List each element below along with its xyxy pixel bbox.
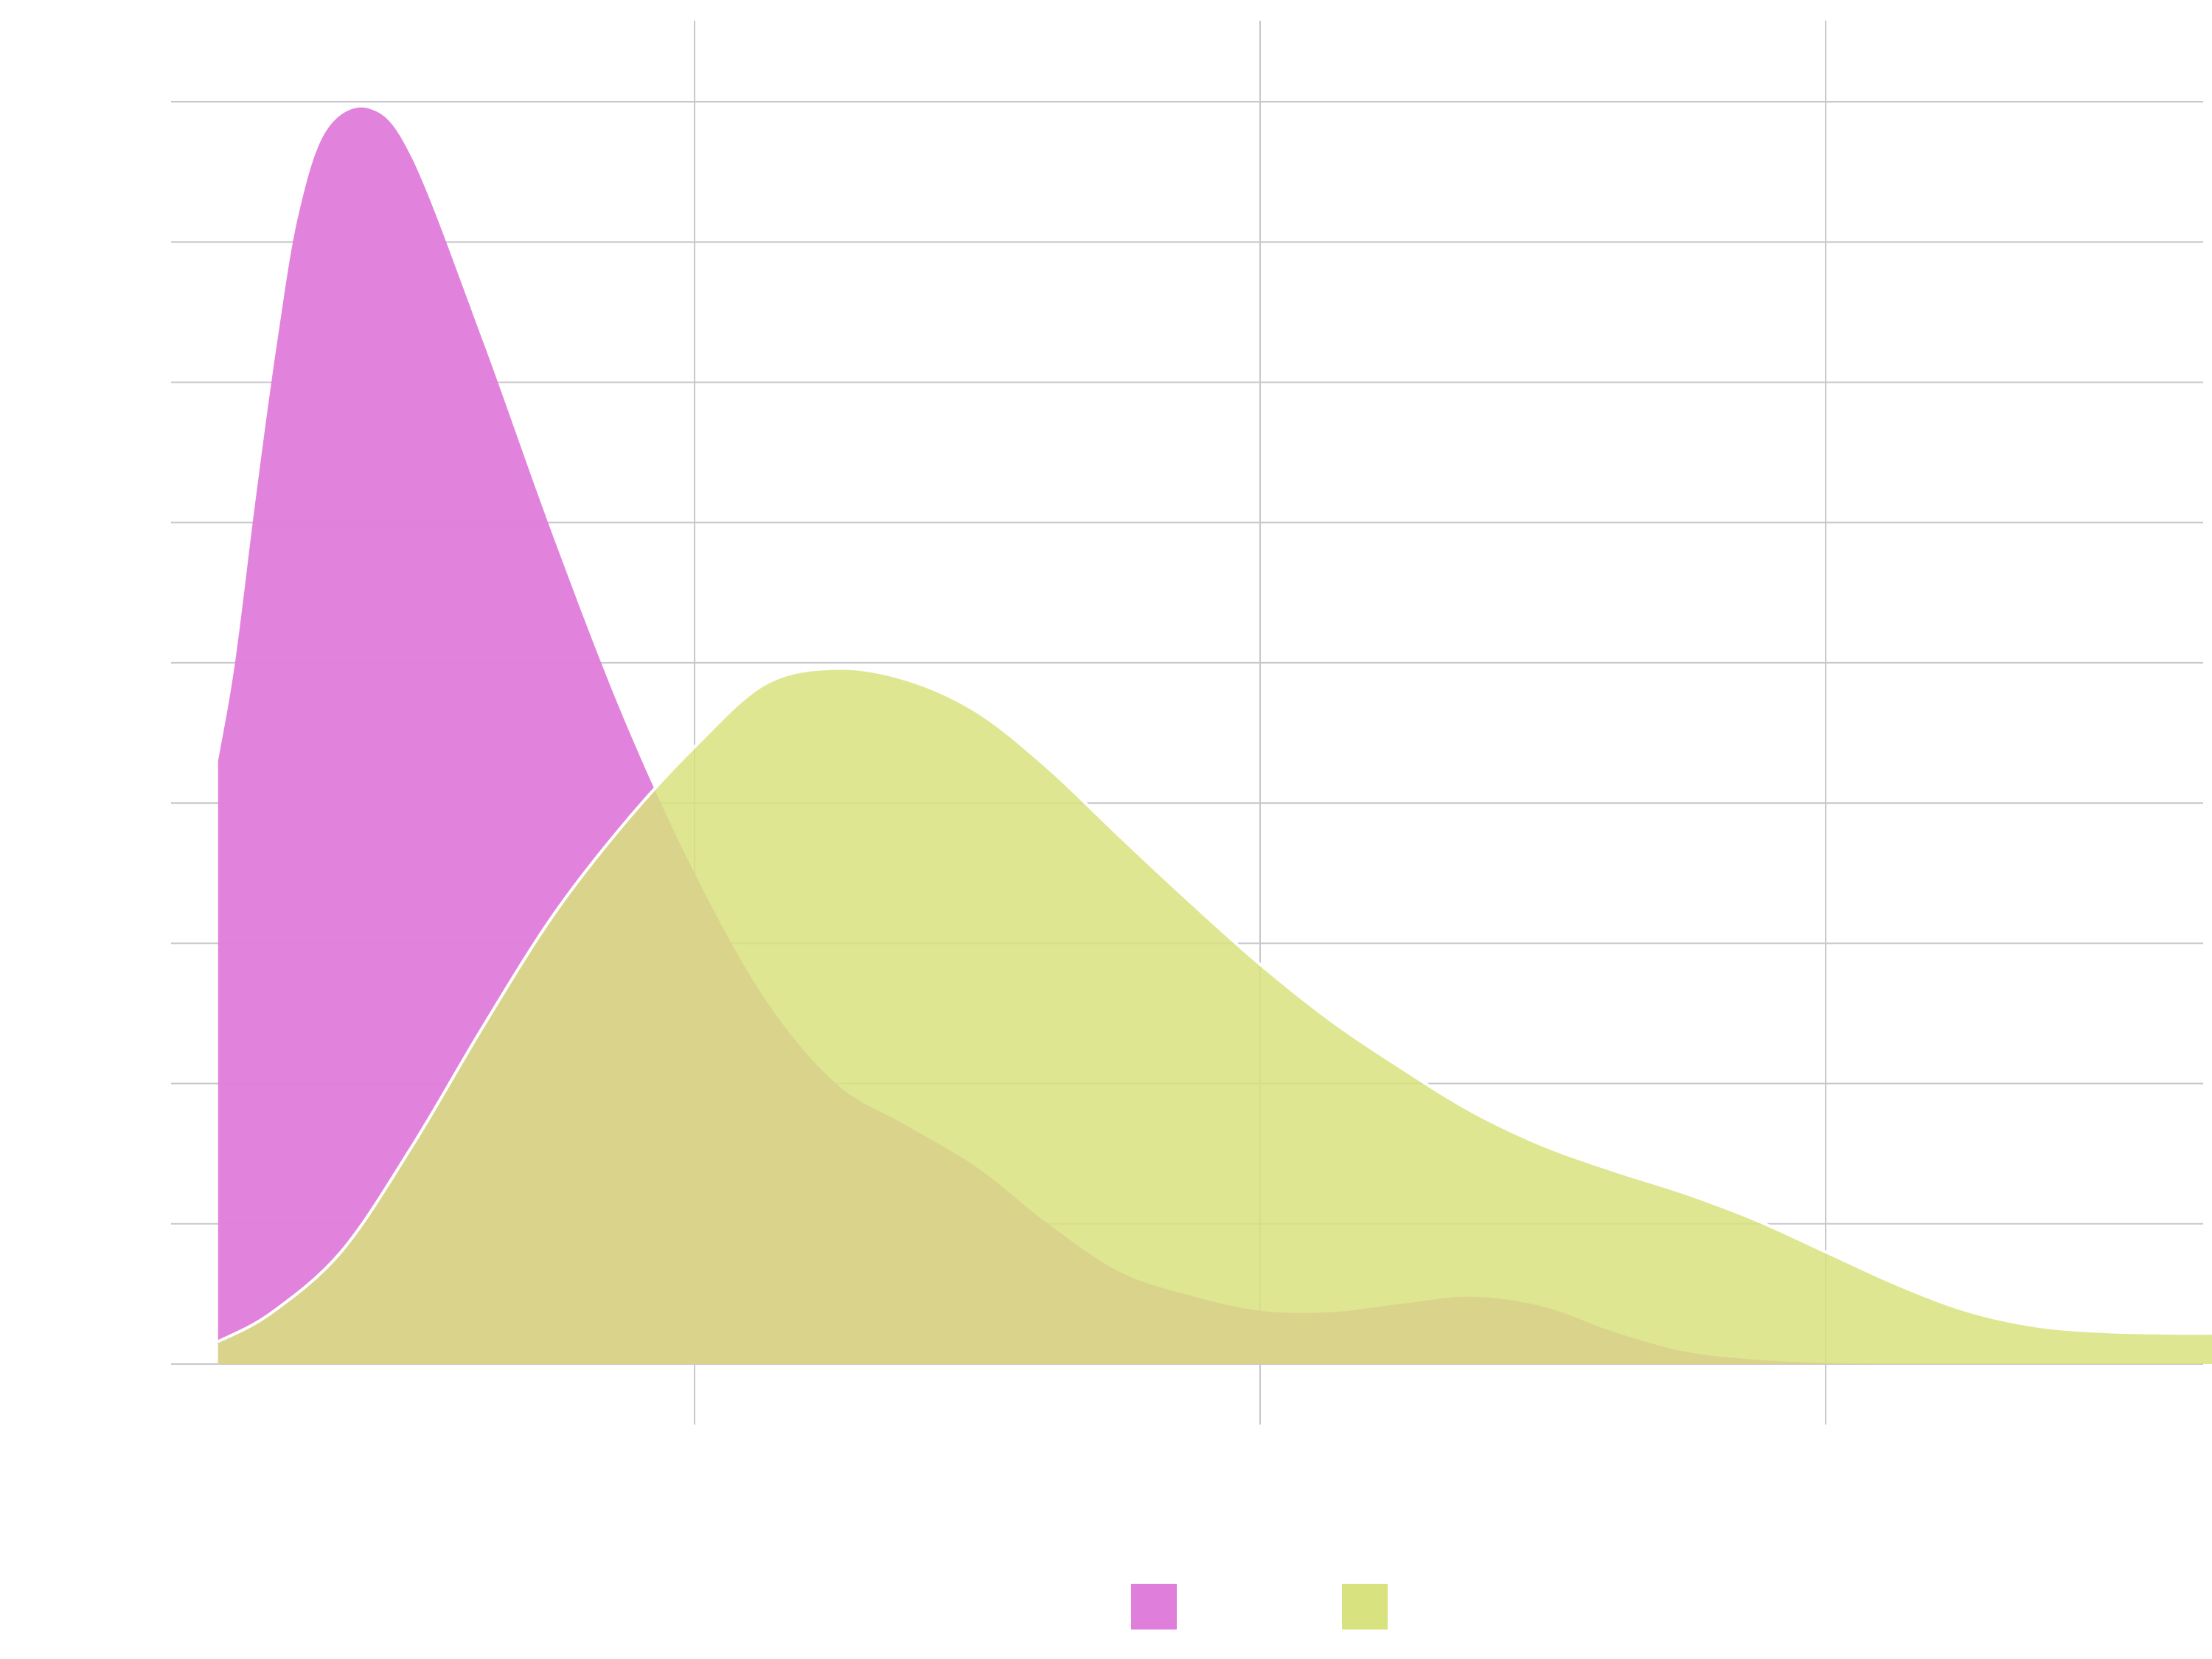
density-outline-2 [217, 667, 2212, 1343]
legend-swatch-2 [1342, 1584, 1388, 1630]
plot-area [217, 107, 2212, 1365]
density-area-2 [218, 668, 2212, 1364]
legend-swatch-1 [1131, 1584, 1177, 1630]
legend [1131, 1584, 1388, 1630]
